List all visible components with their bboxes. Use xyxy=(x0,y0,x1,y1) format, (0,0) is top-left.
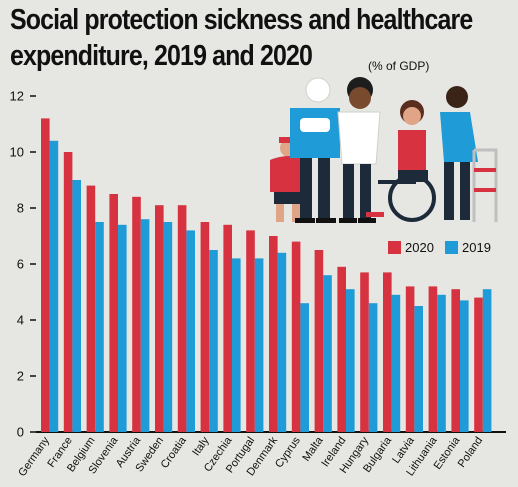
legend-label-2020: 2020 xyxy=(405,240,434,255)
bar-2019-slovenia xyxy=(118,224,127,432)
bar-2020-austria xyxy=(132,196,141,432)
y-tick-label: 8 xyxy=(17,201,24,216)
bar-2019-czechia xyxy=(232,258,241,432)
y-tick-label: 4 xyxy=(17,313,24,328)
bar-2019-ireland xyxy=(346,289,355,432)
category-label-italy: Italy xyxy=(190,434,212,458)
bar-2020-lithuania xyxy=(428,286,438,432)
bar-2019-portugal xyxy=(254,258,264,432)
bar-2019-croatia xyxy=(186,230,195,432)
bar-2020-italy xyxy=(200,222,210,432)
wheelchair-user-figure xyxy=(366,100,436,222)
bandaged-man-figure xyxy=(290,77,340,223)
y-tick-label: 10 xyxy=(10,145,24,160)
y-tick-label: 6 xyxy=(17,257,24,272)
unit-note: (% of GDP) xyxy=(368,59,430,73)
category-label-cyprus: Cyprus xyxy=(273,434,303,470)
legend-swatch-2019 xyxy=(445,241,458,254)
chart-title-line-2: expenditure, 2019 and 2020 xyxy=(10,40,313,72)
y-tick-label: 2 xyxy=(17,369,24,384)
bar-2020-sweden xyxy=(155,205,164,432)
bar-2019-germany xyxy=(49,140,59,433)
bar-2019-sweden xyxy=(163,222,173,432)
bar-2020-denmark xyxy=(269,236,278,432)
bar-2019-lithuania xyxy=(437,294,446,432)
bar-2019-cyprus xyxy=(300,303,309,432)
elderly-walker-figure xyxy=(440,86,498,222)
bar-2019-poland xyxy=(482,289,492,432)
bar-2020-bulgaria xyxy=(383,272,392,432)
bar-2020-cyprus xyxy=(291,241,301,432)
bar-2020-belgium xyxy=(86,185,96,432)
bar-2019-austria xyxy=(140,219,150,432)
category-labels: GermanyFranceBelgiumSloveniaAustriaSwede… xyxy=(16,434,485,479)
category-label-poland: Poland xyxy=(456,435,485,470)
bar-2020-estonia xyxy=(451,289,460,432)
bar-2020-ireland xyxy=(337,266,346,432)
bar-2020-france xyxy=(63,152,73,432)
bar-2020-czechia xyxy=(223,224,232,432)
legend-label-2019: 2019 xyxy=(462,240,491,255)
bars xyxy=(41,118,492,433)
y-tick-label: 12 xyxy=(10,89,24,104)
legend: 2020 2019 xyxy=(388,240,491,255)
bar-2020-malta xyxy=(314,250,324,432)
y-tick-label: 0 xyxy=(17,425,24,440)
bar-2019-belgium xyxy=(95,222,104,432)
people-illustration xyxy=(270,77,498,223)
bar-2019-france xyxy=(72,180,81,432)
bar-2019-estonia xyxy=(460,300,469,432)
legend-swatch-2020 xyxy=(388,241,401,254)
chart-title-line-1: Social protection sickness and healthcar… xyxy=(10,4,473,36)
bar-2020-poland xyxy=(474,297,483,432)
bar-2019-bulgaria xyxy=(391,294,401,432)
bar-2019-malta xyxy=(323,275,332,432)
bar-2020-croatia xyxy=(177,205,187,432)
bar-2019-denmark xyxy=(277,252,287,432)
bar-2019-italy xyxy=(209,250,218,432)
bar-2020-germany xyxy=(41,118,50,433)
category-label-croatia: Croatia xyxy=(159,434,190,471)
bar-2019-hungary xyxy=(368,303,378,432)
nurse-figure xyxy=(337,77,381,223)
bar-2020-latvia xyxy=(405,286,415,432)
bar-2020-hungary xyxy=(360,272,369,432)
category-label-germany: Germany xyxy=(16,434,52,478)
bar-2019-latvia xyxy=(414,306,423,432)
bar-2020-portugal xyxy=(246,230,255,432)
bar-2020-slovenia xyxy=(109,194,118,432)
